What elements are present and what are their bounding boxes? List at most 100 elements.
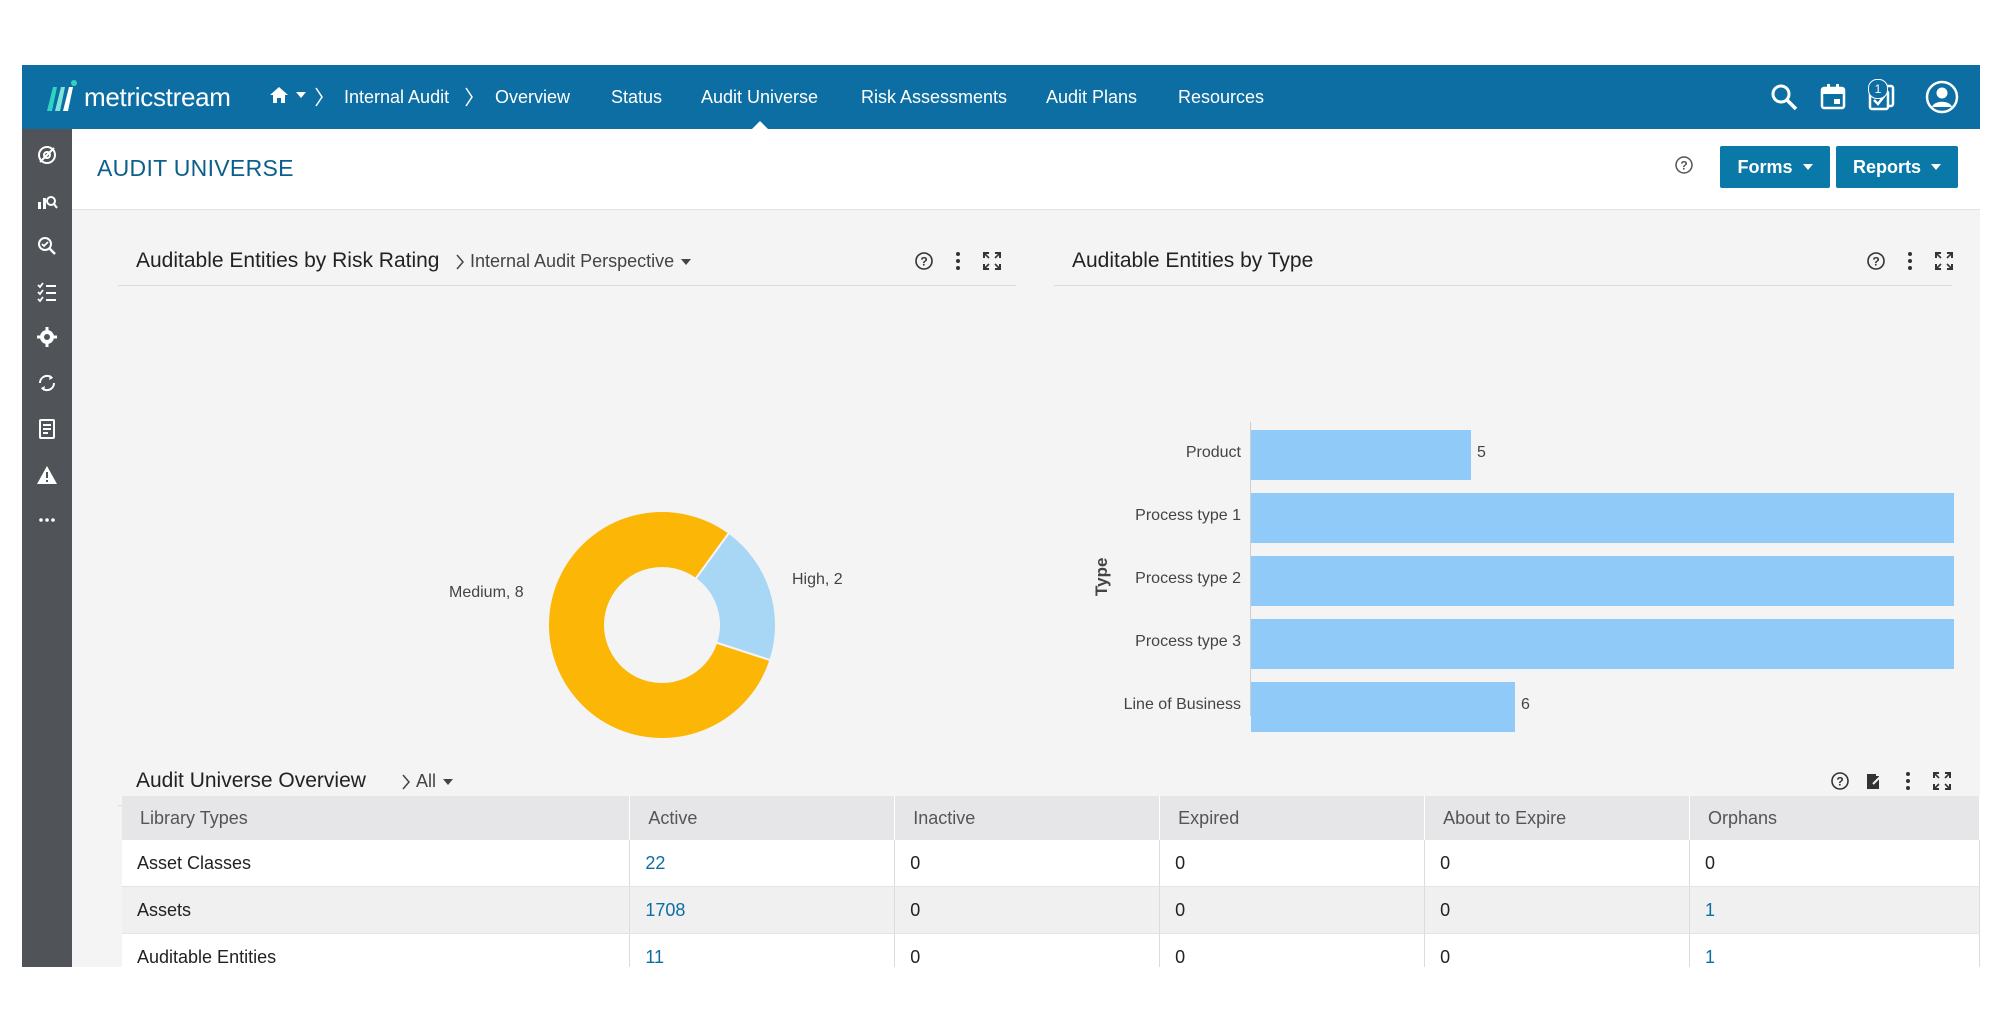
analytics-icon[interactable] (36, 189, 58, 211)
chevron-right-icon (402, 774, 410, 789)
help-icon[interactable]: ? (914, 251, 934, 271)
overview-filter-dropdown[interactable]: All (400, 771, 454, 792)
column-header-active[interactable]: Active (629, 796, 896, 840)
table-row: Assets 1708 0 0 0 1 (122, 886, 1980, 934)
orphans-count-link[interactable]: 1 (1689, 933, 1980, 967)
risk-rating-panel-title: Auditable Entities by Risk Rating (136, 249, 440, 272)
forms-button[interactable]: Forms (1720, 146, 1830, 188)
user-avatar-icon[interactable] (1925, 80, 1959, 114)
bar-category-label: Process type 2 (1135, 570, 1241, 587)
checklist-icon[interactable] (36, 281, 58, 303)
nav-resources[interactable]: Resources (1178, 86, 1265, 107)
page-title: AUDIT UNIVERSE (97, 155, 294, 181)
table-cell: 0 (894, 886, 1161, 934)
dashboard-icon[interactable] (36, 144, 58, 166)
expand-icon[interactable] (1934, 251, 1954, 271)
column-header-library-types[interactable]: Library Types (122, 796, 631, 840)
logo-text: metricstream (84, 81, 231, 112)
table-row: Asset Classes 22 0 0 0 0 (122, 840, 1980, 887)
chevron-right-icon (456, 254, 464, 269)
home-icon (270, 87, 288, 103)
expand-icon[interactable] (982, 251, 1002, 271)
perspective-label: Internal Audit Perspective (470, 251, 675, 271)
orphans-count-link[interactable]: 1 (1689, 886, 1980, 934)
calendar-icon[interactable] (1818, 82, 1848, 112)
page-header: AUDIT UNIVERSE ? Forms Reports (72, 129, 1980, 210)
table-cell: Auditable Entities (122, 933, 631, 967)
more-horizontal-icon[interactable] (36, 509, 58, 531)
bar-chart-axis-line (1250, 422, 1251, 716)
table-cell: Assets (122, 886, 631, 934)
expand-icon[interactable] (1932, 771, 1952, 791)
chevron-down-icon (443, 778, 454, 785)
bar-category-label: Line of Business (1123, 696, 1241, 713)
audit-search-icon[interactable] (36, 235, 58, 257)
active-count-link[interactable]: 11 (629, 933, 896, 967)
overview-panel-title: Audit Universe Overview (136, 769, 366, 792)
help-icon[interactable]: ? (1830, 771, 1850, 791)
risk-rating-panel-header: Auditable Entities by Risk Rating Intern… (118, 235, 1016, 286)
top-nav-bar: metricstream Internal Audit Overview Sta… (22, 65, 1980, 130)
bar-process-type-2[interactable] (1251, 556, 1954, 606)
more-vertical-icon[interactable] (1900, 251, 1920, 271)
table-cell: 0 (1159, 933, 1426, 967)
table-cell: 0 (1159, 886, 1426, 934)
breadcrumb-separator-icon (465, 87, 473, 107)
bar-process-type-3[interactable] (1251, 619, 1954, 669)
help-icon[interactable]: ? (1674, 155, 1694, 175)
chevron-down-icon (1931, 164, 1941, 170)
chevron-down-icon (296, 92, 306, 98)
svg-text:?: ? (1836, 775, 1843, 789)
report-icon[interactable] (36, 418, 58, 440)
breadcrumb-internal-audit[interactable]: Internal Audit (344, 86, 450, 107)
column-header-expired[interactable]: Expired (1159, 796, 1426, 840)
chevron-down-icon (1802, 164, 1813, 170)
warning-icon[interactable] (36, 464, 58, 486)
table-row: Auditable Entities 11 0 0 0 1 (122, 933, 1980, 967)
risk-rating-donut-chart (547, 510, 777, 740)
donut-slice-high[interactable] (694, 531, 777, 662)
column-header-orphans[interactable]: Orphans (1689, 796, 1980, 840)
search-icon[interactable] (1769, 82, 1799, 112)
type-panel-title: Auditable Entities by Type (1072, 249, 1314, 272)
active-count-link[interactable]: 1708 (629, 886, 896, 934)
logo[interactable]: metricstream (44, 79, 231, 115)
more-vertical-icon[interactable] (1898, 771, 1918, 791)
table-cell: 0 (1159, 840, 1426, 887)
export-icon[interactable] (1864, 771, 1884, 791)
bar-product[interactable] (1251, 430, 1471, 480)
active-count-link[interactable]: 22 (629, 840, 896, 887)
nav-status[interactable]: Status (611, 86, 663, 107)
bar-category-label: Process type 3 (1135, 633, 1241, 650)
metricstream-logo-icon (47, 80, 77, 111)
nav-audit-universe[interactable]: Audit Universe (701, 65, 818, 130)
donut-label-high: High, 2 (792, 571, 843, 588)
nav-risk-assessments[interactable]: Risk Assessments (861, 86, 1008, 107)
perspective-dropdown[interactable]: Internal Audit Perspective (454, 251, 692, 272)
help-icon[interactable]: ? (1866, 251, 1886, 271)
table-cell: Asset Classes (122, 840, 631, 887)
notification-badge: 1 (1868, 79, 1888, 99)
bar-line-of-business[interactable] (1251, 682, 1515, 732)
refresh-cycle-icon[interactable] (36, 372, 58, 394)
svg-text:?: ? (1872, 255, 1879, 269)
table-cell: 0 (1424, 840, 1691, 887)
home-menu[interactable] (268, 85, 306, 105)
column-header-about-to-expire[interactable]: About to Expire (1424, 796, 1691, 840)
svg-text:?: ? (920, 255, 927, 269)
app-window: metricstream Internal Audit Overview Sta… (22, 65, 1980, 967)
donut-slice-medium[interactable] (547, 510, 772, 740)
column-header-inactive[interactable]: Inactive (894, 796, 1161, 840)
breadcrumb-separator-icon (315, 87, 323, 107)
type-panel-header: Auditable Entities by Type ? (1054, 235, 1954, 286)
reports-button[interactable]: Reports (1836, 146, 1958, 188)
settings-gear-icon[interactable] (36, 326, 58, 348)
table-cell: 0 (894, 840, 1161, 887)
donut-label-medium: Medium, 8 (449, 584, 524, 601)
nav-audit-plans[interactable]: Audit Plans (1046, 86, 1138, 107)
chevron-down-icon (681, 258, 692, 265)
nav-overview[interactable]: Overview (495, 86, 571, 107)
bar-process-type-1[interactable] (1251, 493, 1954, 543)
more-vertical-icon[interactable] (948, 251, 968, 271)
overview-table: Library Types Active Inactive Expired Ab… (122, 796, 1980, 967)
